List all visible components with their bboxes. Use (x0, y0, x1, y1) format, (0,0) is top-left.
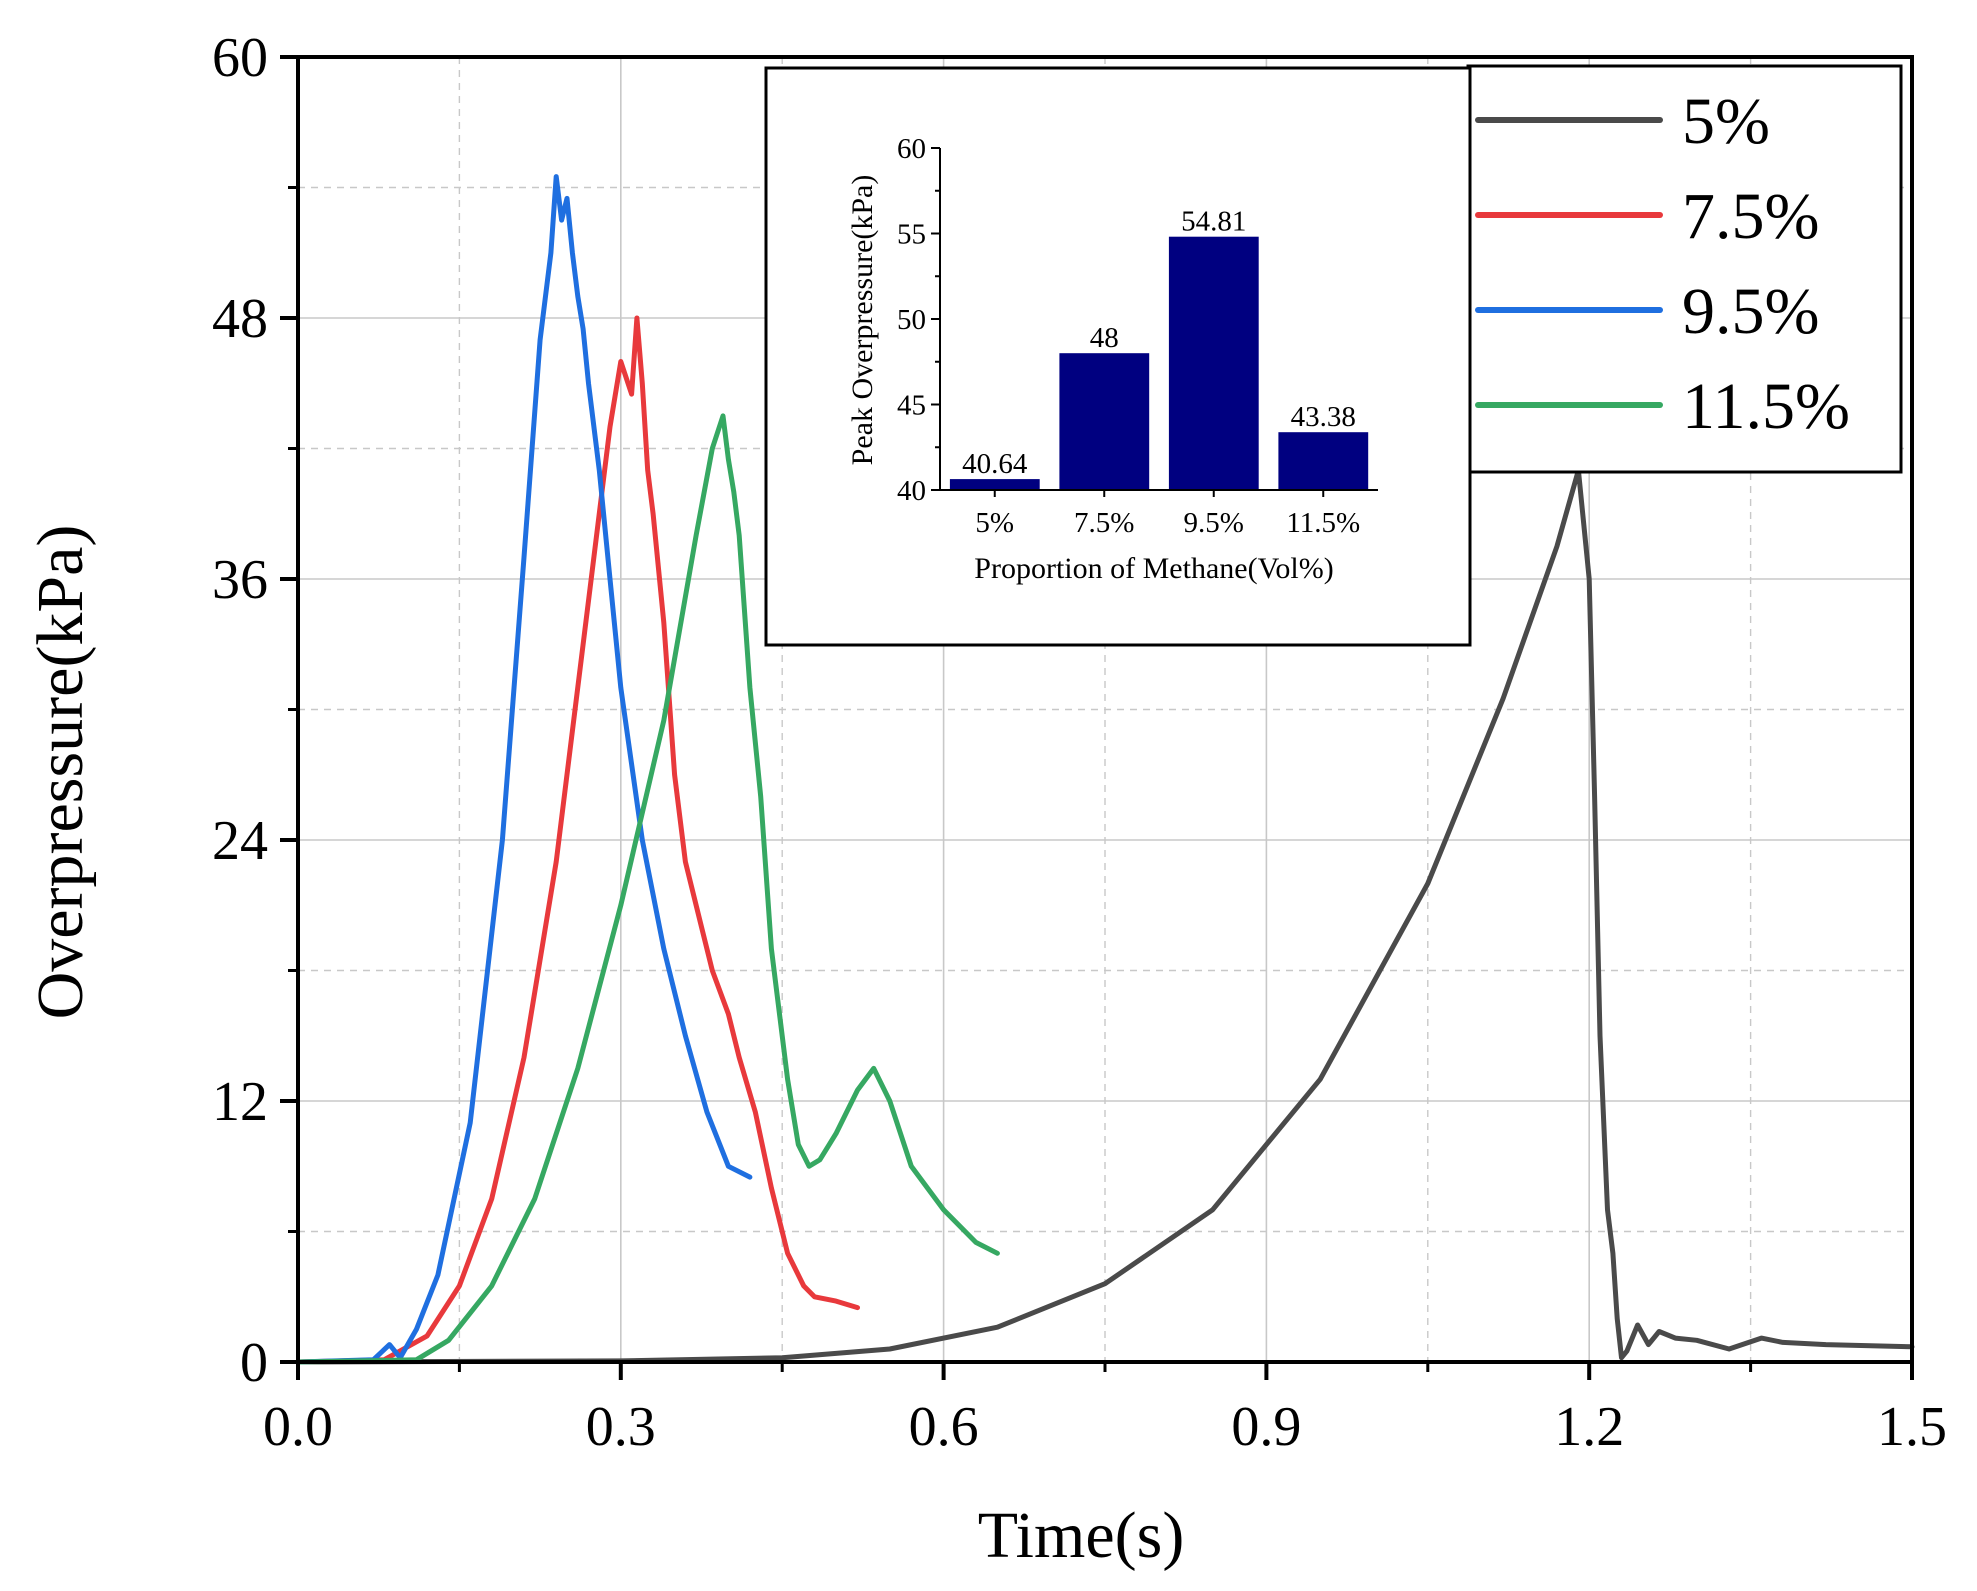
inset-x-tick-label: 9.5% (1184, 507, 1244, 539)
x-tick-label: 1.2 (1554, 1396, 1624, 1458)
inset-y-tick-label: 60 (897, 133, 926, 165)
inset-bar (1278, 432, 1369, 490)
inset-bar (1168, 236, 1259, 490)
inset-bar-chart: 40.64 5% 48 7.5% 54.81 9.5% 43.38 11.5% 40 45 50 55… (764, 66, 1472, 647)
inset-bar-value-label: 43.38 (1291, 401, 1356, 433)
y-tick-label: 24 (212, 810, 268, 872)
x-tick-label: 0.3 (586, 1396, 656, 1458)
main-tick-labels: 0.0 0.3 0.6 0.9 1.2 1.5 0 12 24 36 48 60 (212, 27, 1947, 1458)
legend-label: 7.5% (1682, 180, 1819, 253)
y-tick-label: 0 (240, 1332, 268, 1394)
inset-y-axis-title: Peak Overpressure(kPa) (846, 175, 879, 466)
inset-x-axis-title: Proportion of Methane(Vol%) (974, 552, 1333, 585)
main-series-group (295, 174, 1915, 1365)
inset-x-tick-label: 7.5% (1074, 507, 1134, 539)
legend-box (1466, 64, 1903, 474)
x-tick-label: 0.9 (1231, 1396, 1301, 1458)
series-line-9-5pct (295, 174, 753, 1365)
y-tick-label: 36 (212, 549, 268, 611)
inset-x-tick-label: 11.5% (1286, 507, 1360, 539)
legend-label: 5% (1682, 85, 1770, 158)
inset-y-tick-label: 40 (897, 475, 926, 507)
x-tick-label: 1.5 (1877, 1396, 1947, 1458)
x-tick-label: 0.6 (909, 1396, 979, 1458)
legend-label: 11.5% (1682, 370, 1850, 443)
y-tick-label: 12 (212, 1071, 268, 1133)
inset-bar-value-label: 40.64 (962, 448, 1028, 480)
y-tick-label: 48 (212, 288, 268, 350)
inset-y-tick-label: 55 (897, 219, 926, 251)
inset-bar (1059, 353, 1150, 490)
x-tick-label: 0.0 (263, 1396, 333, 1458)
legend-label: 9.5% (1682, 275, 1819, 348)
x-axis-title: Time(s) (978, 1499, 1185, 1572)
y-tick-label: 60 (212, 27, 268, 89)
main-ticks (280, 55, 1914, 1380)
inset-bar-value-label: 54.81 (1181, 206, 1246, 238)
series-line-7-5pct (295, 315, 860, 1365)
inset-x-tick-label: 5% (975, 507, 1014, 539)
series-line-11-5pct (295, 413, 1000, 1365)
inset-bar-value-label: 48 (1090, 322, 1119, 354)
legend-items: 5% 7.5% 9.5% 11.5% (1475, 85, 1850, 443)
inset-bar (949, 479, 1040, 490)
series-line-5pct (295, 467, 1915, 1365)
legend: 5% 7.5% 9.5% 11.5% (1466, 64, 1903, 474)
inset-y-tick-label: 50 (897, 304, 926, 336)
y-axis-title: Overpressure(kPa) (24, 525, 97, 1020)
inset-y-tick-label: 45 (897, 390, 926, 422)
inset-content: 40.64 5% 48 7.5% 54.81 9.5% 43.38 11.5% 40 45 50 55… (897, 133, 1378, 539)
